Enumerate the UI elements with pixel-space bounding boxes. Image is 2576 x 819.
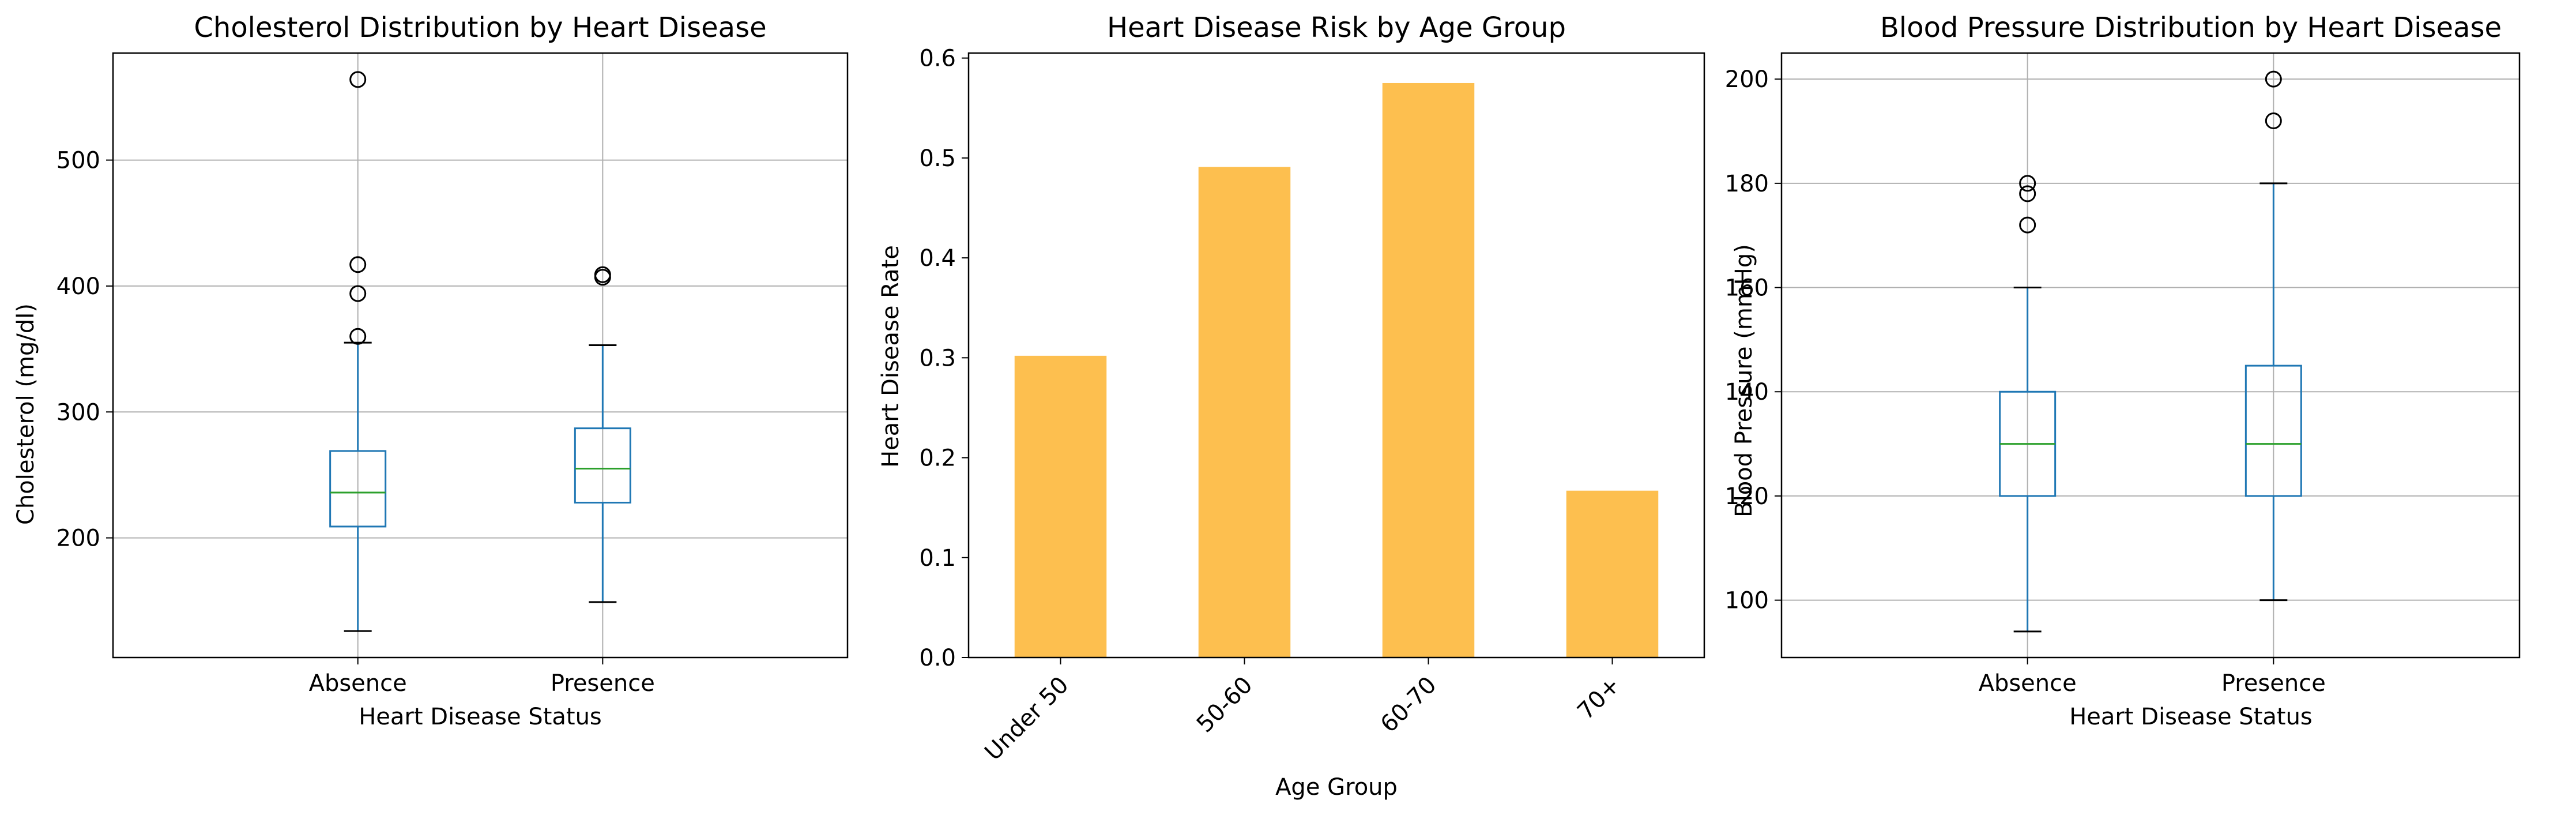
cholesterol-y-tick-label: 400 bbox=[57, 273, 100, 300]
age-risk-bar bbox=[1014, 355, 1107, 658]
blood-pressure-y-tick-label: 200 bbox=[1725, 66, 1769, 93]
cholesterol-y-tick-label: 300 bbox=[57, 399, 100, 426]
blood-pressure-y-axis-label: Blood Pressure (mmHg) bbox=[1731, 244, 1757, 517]
iqr-box bbox=[329, 450, 387, 528]
age-risk-bar bbox=[1198, 167, 1291, 658]
blood-pressure-y-tick-label: 180 bbox=[1725, 171, 1769, 197]
outlier-point bbox=[2019, 175, 2036, 192]
blood-pressure-x-tick-label: Presence bbox=[2221, 670, 2326, 697]
age-risk-bar bbox=[1566, 490, 1659, 658]
age-risk-y-tick-label: 0.0 bbox=[919, 645, 956, 671]
outlier-point bbox=[2265, 112, 2282, 129]
outlier-point bbox=[2019, 216, 2036, 234]
iqr-box bbox=[574, 427, 631, 504]
cholesterol-box-absence bbox=[329, 71, 387, 632]
age-risk-y-tick-label: 0.2 bbox=[919, 445, 956, 472]
age-risk-y-axis-label: Heart Disease Rate bbox=[878, 245, 904, 468]
blood-pressure-y-tick-label: 100 bbox=[1725, 588, 1769, 614]
blood-pressure-x-tick-label: Absence bbox=[1979, 670, 2077, 697]
blood-pressure-axes-frame bbox=[1780, 52, 2521, 659]
blood-pressure-box-absence bbox=[1999, 175, 2057, 633]
cholesterol-plot-area: 200 300 400 500 Absence Presence bbox=[57, 52, 849, 697]
cholesterol-boxplot-panel: 200 300 400 500 Absence Presence Cholesterol … bbox=[13, 12, 849, 730]
outlier-point bbox=[2019, 185, 2036, 202]
cholesterol-chart-title: Cholesterol Distribution by Heart Diseas… bbox=[194, 12, 766, 44]
blood-pressure-y-tick-label: 140 bbox=[1725, 379, 1769, 405]
cholesterol-y-tick-label: 200 bbox=[57, 525, 100, 552]
iqr-box bbox=[2244, 365, 2302, 497]
age-risk-bar bbox=[1382, 82, 1475, 658]
blood-pressure-x-axis-label: Heart Disease Status bbox=[2069, 704, 2313, 730]
blood-pressure-chart-title: Blood Pressure Distribution by Heart Dis… bbox=[1880, 12, 2502, 44]
cholesterol-y-axis-label: Cholesterol (mg/dl) bbox=[13, 303, 39, 525]
age-risk-y-tick-label: 0.5 bbox=[919, 145, 956, 172]
cholesterol-x-axis-label: Heart Disease Status bbox=[359, 704, 602, 730]
outlier-point bbox=[349, 285, 367, 302]
blood-pressure-boxplot-panel: 100 120 140 160 180 200 Absence Presence Blood … bbox=[1725, 12, 2521, 730]
cholesterol-axes-frame bbox=[112, 52, 849, 659]
age-risk-axes-frame bbox=[967, 52, 1705, 659]
cholesterol-x-tick-label: Absence bbox=[309, 670, 407, 697]
blood-pressure-box-presence bbox=[2244, 70, 2302, 602]
outlier-point bbox=[349, 71, 367, 88]
age-risk-y-tick-label: 0.6 bbox=[919, 46, 956, 72]
age-risk-y-tick-label: 0.1 bbox=[919, 545, 956, 572]
blood-pressure-y-tick-label: 120 bbox=[1725, 483, 1769, 510]
outlier-point bbox=[349, 328, 367, 345]
age-risk-chart-title: Heart Disease Risk by Age Group bbox=[1107, 12, 1566, 44]
outlier-point bbox=[349, 256, 367, 273]
age-risk-y-tick-label: 0.4 bbox=[919, 245, 956, 272]
cholesterol-y-tick-label: 500 bbox=[57, 148, 100, 174]
age-risk-y-tick-label: 0.3 bbox=[919, 345, 956, 371]
cholesterol-x-tick-label: Presence bbox=[551, 670, 655, 697]
cholesterol-box-presence bbox=[574, 266, 631, 603]
blood-pressure-y-tick-label: 160 bbox=[1725, 275, 1769, 302]
blood-pressure-plot-area: 100 120 140 160 180 200 Absence Presence bbox=[1725, 52, 2521, 697]
age-risk-x-axis-label: Age Group bbox=[1275, 774, 1398, 801]
outlier-point bbox=[594, 266, 611, 283]
outlier-point bbox=[2265, 70, 2282, 88]
